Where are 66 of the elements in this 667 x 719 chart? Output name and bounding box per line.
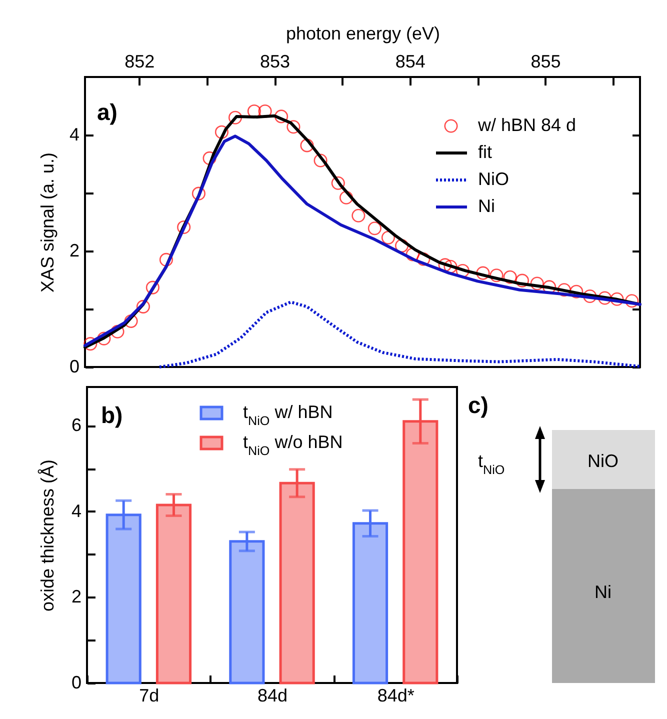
point: [286, 120, 300, 134]
point: [159, 252, 173, 266]
text: Ni: [594, 582, 612, 602]
y-tick-label: 2: [71, 586, 82, 607]
text: c): [468, 392, 488, 418]
point: [610, 292, 624, 306]
point: [444, 260, 458, 274]
x-tick-label: 852: [124, 52, 155, 72]
text: t$_{NiO}$: [478, 451, 505, 477]
point: [476, 266, 490, 280]
legend-label: fit: [478, 142, 492, 162]
y-tick-label: 6: [71, 415, 82, 436]
y-tick-label: 0: [71, 672, 82, 692]
y-axis-title: XAS signal (a. u.): [37, 152, 58, 293]
legend-label: w/ hBN 84 d: [477, 115, 576, 135]
bar: [106, 514, 142, 684]
point: [124, 314, 138, 328]
x-tick-label: 853: [260, 52, 290, 72]
point: [214, 125, 228, 139]
bar: [229, 540, 265, 684]
annotation: b): [101, 402, 123, 428]
point: [625, 294, 639, 308]
point: [274, 110, 288, 124]
y-tick-label: 0: [69, 356, 80, 376]
point: [192, 186, 206, 200]
point: [490, 268, 504, 282]
point: [136, 300, 150, 314]
legend-label: t$_{NiO}$ w/ hBN: [243, 402, 333, 428]
x-tick-label: 7d: [139, 686, 160, 706]
point: [416, 252, 430, 266]
legend-label: Ni: [478, 196, 495, 216]
bar: [402, 420, 438, 684]
point: [146, 280, 160, 294]
y-tick-label: 4: [69, 124, 80, 144]
point: [503, 270, 517, 284]
y-axis-title: oxide thickness (Å): [37, 459, 58, 612]
bar: [352, 522, 388, 684]
x-tick-label: 84d: [257, 686, 288, 706]
point: [557, 283, 571, 297]
bar: [156, 504, 192, 684]
x-tick-label: 855: [530, 52, 561, 72]
legend-label: t$_{NiO}$ w/o hBN: [243, 432, 343, 458]
point: [530, 276, 544, 290]
text: NiO: [588, 451, 618, 471]
point: [438, 258, 452, 272]
x-tick-label: 84d*: [377, 686, 414, 706]
y-tick-label: 4: [71, 500, 82, 521]
point: [570, 284, 584, 298]
point: [394, 239, 409, 253]
point: [300, 138, 314, 152]
point: [339, 190, 354, 204]
point: [515, 274, 530, 288]
point: [177, 220, 191, 234]
point: [314, 154, 328, 168]
point: [352, 208, 366, 222]
x-tick-label: 854: [395, 52, 426, 72]
point: [84, 337, 98, 351]
bar: [279, 482, 315, 684]
y-tick-label: 2: [69, 240, 80, 260]
point: [331, 176, 345, 190]
line-series: [158, 300, 642, 368]
legend-label: NiO: [478, 169, 509, 189]
point: [368, 222, 382, 236]
annotation: a): [97, 99, 118, 125]
x-axis-title: photon energy (eV): [286, 24, 440, 44]
point: [228, 110, 242, 124]
